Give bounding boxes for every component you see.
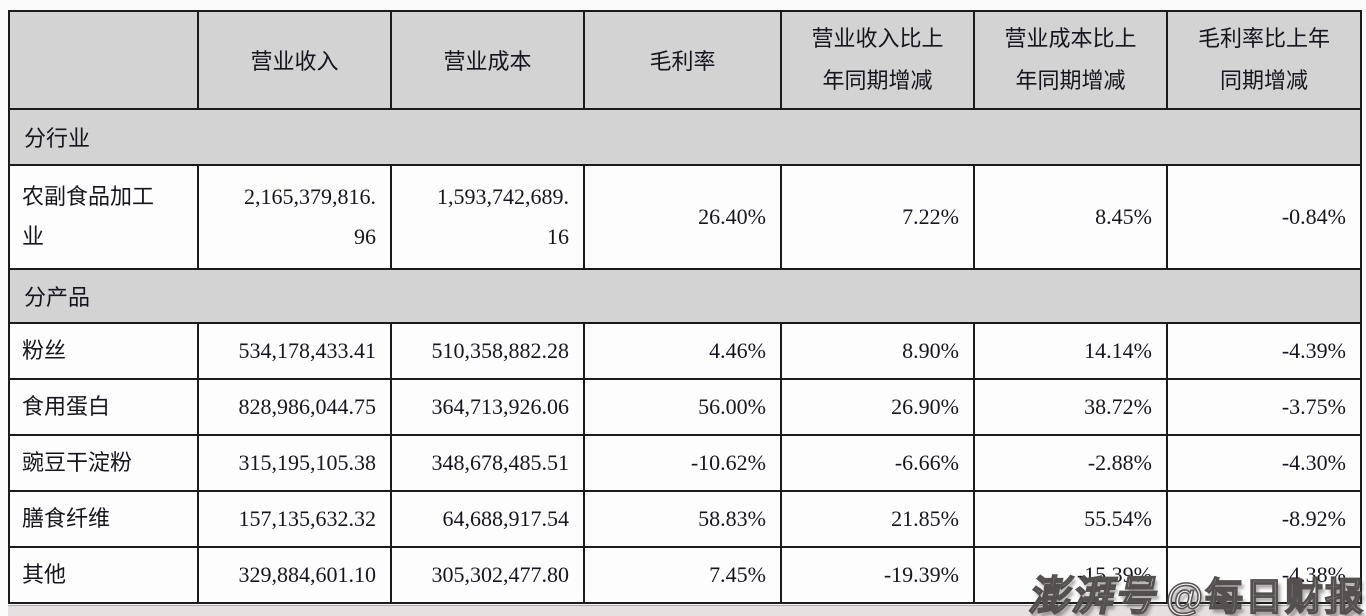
table-row-agri-food-processing: 农副食品加工 业 2,165,379,816. 96 1,593,742,689… — [8, 164, 1362, 270]
cell-revenue-yoy: -6.66% — [780, 434, 975, 492]
header-cell-cost: 营业成本 — [390, 10, 585, 110]
cell-margin-yoy: -4.30% — [1166, 434, 1362, 492]
cell-revenue-yoy: 8.90% — [780, 322, 975, 380]
cell-revenue: 534,178,433.41 — [197, 322, 392, 380]
cell-margin: 56.00% — [583, 378, 782, 436]
cell-revenue-line2: 96 — [354, 224, 376, 249]
section-row-industry: 分行业 — [8, 108, 1362, 166]
header-cell-margin-yoy: 毛利率比上年 同期增减 — [1166, 10, 1362, 110]
cell-revenue-yoy: 26.90% — [780, 378, 975, 436]
cell-cost: 305,302,477.80 — [390, 546, 585, 604]
header-revenue-yoy-line2: 年同期增减 — [822, 68, 933, 93]
section-label-product: 分产品 — [8, 268, 1362, 324]
cell-cost-line2: 16 — [547, 224, 569, 249]
row-label: 农副食品加工 业 — [8, 164, 199, 270]
header-cell-margin: 毛利率 — [583, 10, 782, 110]
cell-cost-yoy: -15.39% — [973, 546, 1168, 604]
cell-cost: 510,358,882.28 — [390, 322, 585, 380]
cell-margin: 4.46% — [583, 322, 782, 380]
header-cost-yoy-line1: 营业成本比上 — [1004, 26, 1137, 51]
cell-margin: 7.45% — [583, 546, 782, 604]
row-label-line2: 业 — [22, 224, 45, 249]
next-section-row-partial — [8, 605, 1360, 616]
header-cost-yoy-line2: 年同期增减 — [1015, 68, 1126, 93]
table-row-pea-starch: 豌豆干淀粉 315,195,105.38 348,678,485.51 -10.… — [8, 434, 1362, 492]
section-label-industry: 分行业 — [8, 108, 1362, 166]
cell-cost: 364,713,926.06 — [390, 378, 585, 436]
section-row-product: 分产品 — [8, 268, 1362, 324]
header-cell-revenue: 营业收入 — [197, 10, 392, 110]
cell-cost-yoy: -2.88% — [973, 434, 1168, 492]
table-row-edible-protein: 食用蛋白 828,986,044.75 364,713,926.06 56.00… — [8, 378, 1362, 436]
cell-revenue-yoy: 7.22% — [780, 164, 975, 270]
table-header-row: 营业收入 营业成本 毛利率 营业收入比上 年同期增减 营业成本比上 年同期增减 … — [8, 10, 1362, 110]
header-margin-yoy-line1: 毛利率比上年 — [1197, 26, 1330, 51]
cell-cost-yoy: 14.14% — [973, 322, 1168, 380]
row-label-line1: 农副食品加工 — [22, 184, 155, 209]
cell-margin: 26.40% — [583, 164, 782, 270]
cell-margin-yoy: -4.39% — [1166, 322, 1362, 380]
cell-cost: 64,688,917.54 — [390, 490, 585, 548]
cell-revenue-yoy: 21.85% — [780, 490, 975, 548]
cell-cost: 348,678,485.51 — [390, 434, 585, 492]
row-label: 豌豆干淀粉 — [8, 434, 199, 492]
header-margin-yoy-line2: 同期增减 — [1219, 68, 1308, 93]
cell-margin-yoy: -0.84% — [1166, 164, 1362, 270]
cell-cost-yoy: 38.72% — [973, 378, 1168, 436]
row-label: 粉丝 — [8, 322, 199, 380]
cell-revenue-line1: 2,165,379,816. — [244, 184, 376, 209]
cell-margin-yoy: -4.38% — [1166, 546, 1362, 604]
cell-cost-yoy: 55.54% — [973, 490, 1168, 548]
cell-revenue: 315,195,105.38 — [197, 434, 392, 492]
header-revenue-yoy-line1: 营业收入比上 — [811, 26, 944, 51]
segment-results-table: 营业收入 营业成本 毛利率 营业收入比上 年同期增减 营业成本比上 年同期增减 … — [8, 10, 1362, 604]
table-row-vermicelli: 粉丝 534,178,433.41 510,358,882.28 4.46% 8… — [8, 322, 1362, 380]
cell-cost-yoy: 8.45% — [973, 164, 1168, 270]
row-label: 膳食纤维 — [8, 490, 199, 548]
header-cell-cost-yoy: 营业成本比上 年同期增减 — [973, 10, 1168, 110]
cell-cost-line1: 1,593,742,689. — [437, 184, 569, 209]
cell-margin: 58.83% — [583, 490, 782, 548]
header-cell-blank — [8, 10, 199, 110]
cell-revenue: 828,986,044.75 — [197, 378, 392, 436]
cell-revenue: 157,135,632.32 — [197, 490, 392, 548]
cell-cost: 1,593,742,689. 16 — [390, 164, 585, 270]
row-label: 其他 — [8, 546, 199, 604]
cell-margin-yoy: -3.75% — [1166, 378, 1362, 436]
cell-revenue-yoy: -19.39% — [780, 546, 975, 604]
header-cell-revenue-yoy: 营业收入比上 年同期增减 — [780, 10, 975, 110]
table-row-other: 其他 329,884,601.10 305,302,477.80 7.45% -… — [8, 546, 1362, 604]
cell-margin-yoy: -8.92% — [1166, 490, 1362, 548]
cell-margin: -10.62% — [583, 434, 782, 492]
row-label: 食用蛋白 — [8, 378, 199, 436]
cell-revenue: 2,165,379,816. 96 — [197, 164, 392, 270]
table-row-dietary-fiber: 膳食纤维 157,135,632.32 64,688,917.54 58.83%… — [8, 490, 1362, 548]
cell-revenue: 329,884,601.10 — [197, 546, 392, 604]
